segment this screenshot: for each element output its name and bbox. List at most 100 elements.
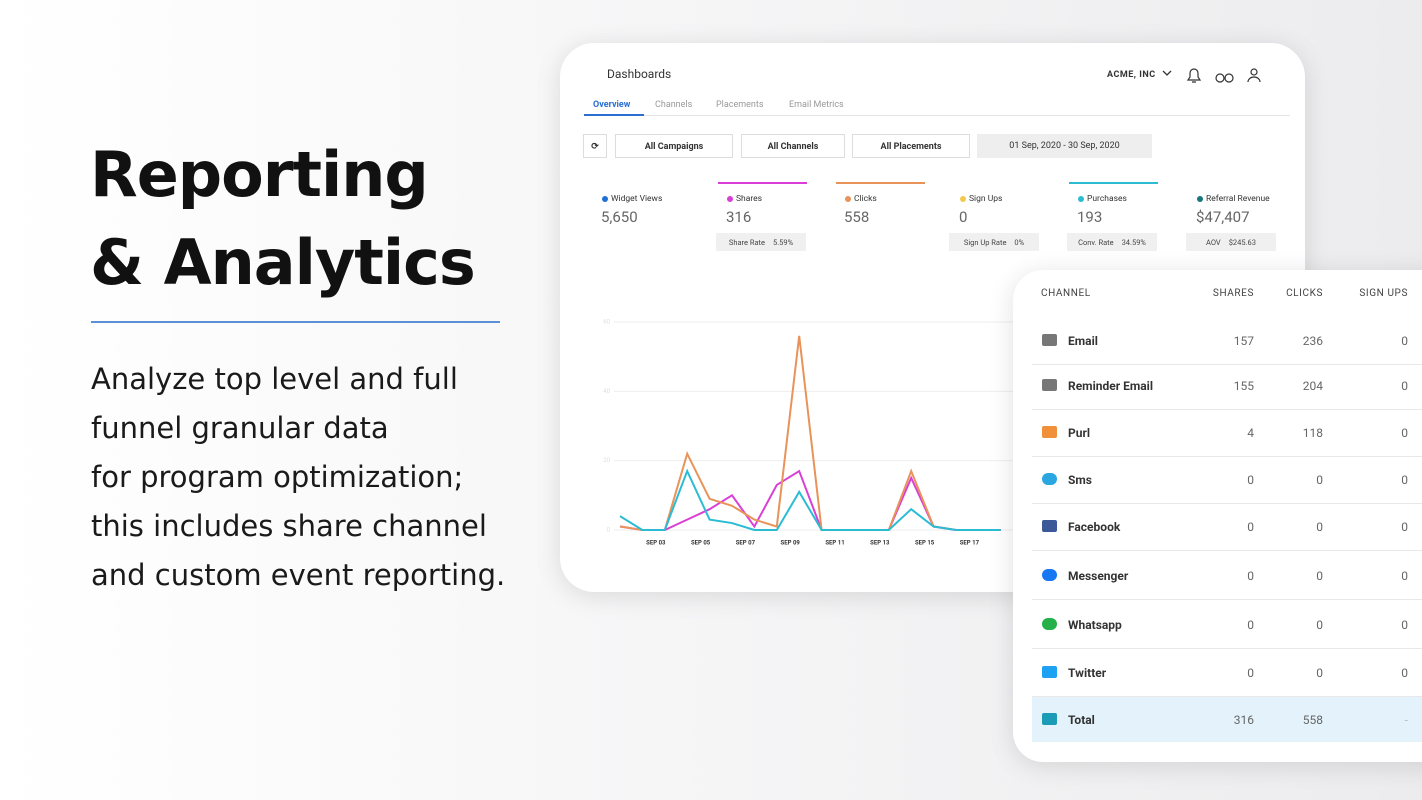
metric-value: 558 [844, 208, 870, 226]
refresh-button[interactable]: ⟳ [583, 134, 607, 158]
table-header: CHANNEL [1041, 288, 1091, 299]
x-tick-label: SEP 07 [736, 540, 756, 547]
x-tick-label: SEP 13 [870, 540, 890, 547]
x-tick-label: SEP 09 [781, 540, 801, 547]
table-cell: - [1404, 713, 1408, 727]
row-divider [1032, 503, 1422, 504]
account[interactable]: ACME, INC [1107, 70, 1156, 80]
active-tab-underline [584, 114, 644, 116]
table-cell: 204 [1302, 379, 1323, 393]
description-line: funnel granular data [91, 411, 389, 445]
description-line: this includes share channel [91, 509, 487, 543]
metric-value: 193 [1077, 208, 1103, 226]
filter[interactable]: All Campaigns [615, 134, 733, 158]
y-tick-label: 0 [607, 527, 611, 534]
table-cell: 0 [1401, 618, 1408, 632]
channel-name: Sms [1068, 473, 1092, 487]
metric-label: Widget Views [611, 194, 663, 204]
metric-dot [1197, 196, 1203, 202]
metric-sub: Sign Up Rate 0% [949, 233, 1039, 251]
channel-name: Whatsapp [1068, 618, 1122, 632]
metric-sub: Conv. Rate 34.59% [1067, 233, 1157, 251]
row-divider [1032, 550, 1422, 551]
metric-sub-label: Sign Up Rate [963, 237, 1007, 247]
headline: Reporting [90, 138, 429, 211]
metric-sub-label: Share Rate [728, 237, 765, 247]
description-line: for program optimization; [91, 460, 464, 494]
table-cell: 4 [1247, 426, 1254, 440]
table-header: SIGN UPS [1359, 288, 1408, 299]
table-cell: 0 [1316, 618, 1323, 632]
channel-name: Email [1068, 334, 1098, 348]
metric-value: 316 [726, 208, 752, 226]
metric-dot [727, 196, 733, 202]
table-cell: 0 [1247, 473, 1254, 487]
metric-sub-value: $245.63 [1228, 237, 1256, 247]
channel-name: Reminder Email [1068, 379, 1153, 393]
metric-value: 5,650 [601, 208, 638, 226]
x-tick-label: SEP 15 [915, 540, 935, 547]
metric-value: $47,407 [1196, 208, 1250, 226]
channel-icon [1042, 666, 1057, 678]
table-cell: 0 [1316, 666, 1323, 680]
metric-label: Referral Revenue [1206, 194, 1270, 204]
metric-sub: AOV $245.63 [1186, 233, 1276, 251]
table-cell: 155 [1233, 379, 1254, 393]
table-cell: 0 [1247, 666, 1254, 680]
channel-name: Total [1068, 713, 1095, 727]
metric-accent [836, 182, 925, 184]
series-line [619, 469, 1001, 531]
table-cell: 0 [1316, 569, 1323, 583]
channel-icon [1042, 379, 1057, 391]
metric-dot [845, 196, 851, 202]
tab[interactable]: Placements [716, 100, 764, 110]
filter[interactable]: All Channels [741, 134, 845, 158]
table-header: CLICKS [1286, 288, 1323, 299]
table-cell: 157 [1233, 334, 1254, 348]
divider [91, 321, 500, 323]
table-cell: 0 [1401, 520, 1408, 534]
metric-dot [1078, 196, 1084, 202]
metric-accent [718, 182, 807, 184]
y-tick-label: 40 [603, 388, 610, 395]
x-tick-label: SEP 05 [691, 540, 711, 547]
table-cell: 0 [1401, 473, 1408, 487]
table-cell: 0 [1247, 618, 1254, 632]
dashboard-title: Dashboards [607, 67, 672, 81]
metric-sub-value: 0% [1014, 237, 1025, 247]
channel-icon [1042, 569, 1057, 581]
y-tick-label: 20 [603, 457, 610, 464]
table-cell: 0 [1247, 520, 1254, 534]
total-row-bg [1032, 697, 1422, 742]
tab[interactable]: Channels [655, 100, 693, 110]
channel-icon [1042, 473, 1057, 485]
metric-sub: Share Rate 5.59% [716, 233, 806, 251]
table-cell: 316 [1233, 713, 1254, 727]
filter[interactable]: 01 Sep, 2020 - 30 Sep, 2020 [977, 134, 1152, 158]
x-tick-label: SEP 03 [646, 540, 666, 547]
table-cell: 558 [1302, 713, 1323, 727]
metric-sub-value: 5.59% [772, 237, 794, 247]
description-line: Analyze top level and full [91, 362, 458, 396]
row-divider [1032, 696, 1422, 697]
row-divider [1032, 456, 1422, 457]
table-cell: 0 [1316, 473, 1323, 487]
table-cell: 118 [1302, 426, 1323, 440]
table-card [1013, 270, 1422, 762]
table-cell: 0 [1247, 569, 1254, 583]
metric-dot [602, 196, 608, 202]
table-header: SHARES [1212, 288, 1254, 299]
row-divider [1032, 648, 1422, 649]
metric-sub-value: 34.59% [1121, 237, 1146, 247]
filter[interactable]: All Placements [852, 134, 970, 158]
channel-name: Purl [1068, 426, 1091, 440]
x-tick-label: SEP 11 [825, 540, 844, 547]
chart: 0 20 40 60 SEP 03 SEP 05 SEP 07 SEP 09 SEP 11 SEP… [603, 319, 1020, 547]
channel-icon [1042, 520, 1057, 532]
tab[interactable]: Email Metrics [789, 100, 844, 110]
tab[interactable]: Overview [593, 100, 631, 110]
table-cell: 236 [1302, 334, 1323, 348]
channel-name: Facebook [1068, 520, 1121, 534]
channel-name: Messenger [1068, 569, 1129, 583]
